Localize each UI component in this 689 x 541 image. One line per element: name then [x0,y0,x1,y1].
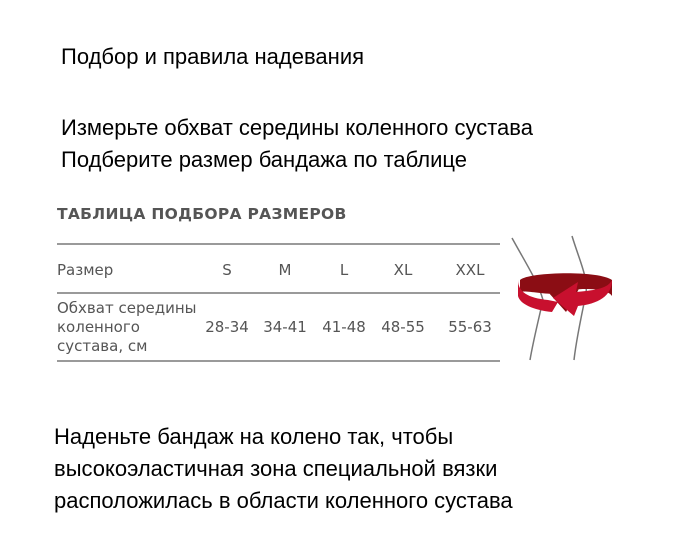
range-m: 34-41 [263,318,307,336]
size-header-label: Размер [57,261,114,279]
size-s: S [222,261,232,279]
size-m: M [278,261,292,279]
wearing-line1: Наденьте бандаж на колено так, чтобы [54,424,454,449]
row-label-line2: коленного [57,318,140,336]
heading: Подбор и правила надевания [61,44,365,69]
size-xxl: XXL [455,261,485,279]
divider [57,292,500,294]
wearing-line3: расположилась в области коленного сустав… [54,488,513,513]
instruction-measure: Измерьте обхват середины коленного суста… [61,115,533,140]
range-s: 28-34 [205,318,249,336]
instruction-select: Подберите размер бандажа по таблице [61,147,467,172]
size-xl: XL [393,261,413,279]
range-xxl: 55-63 [448,318,492,336]
range-l: 41-48 [322,318,366,336]
size-l: L [339,261,349,279]
size-table-title: ТАБЛИЦА ПОДБОРА РАЗМЕРОВ [57,205,347,223]
knee-measure-arrow-icon [511,235,612,361]
wearing-line2: высокоэластичная зона специальной вязки [54,456,498,481]
row-label-line1: Обхват середины [57,299,197,317]
divider [57,360,500,362]
divider [57,243,500,245]
row-label-line3: сустава, см [57,337,148,355]
range-xl: 48-55 [381,318,425,336]
